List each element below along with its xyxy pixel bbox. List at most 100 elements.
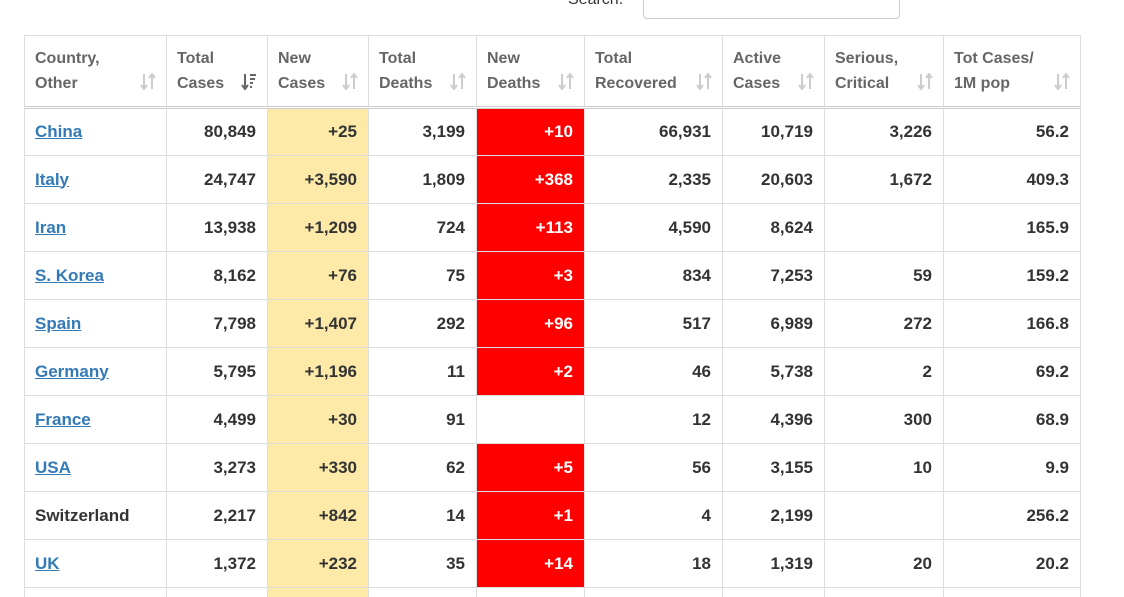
- cell: [267, 587, 369, 597]
- sort-icon[interactable]: [917, 73, 933, 91]
- column-header[interactable]: Tot Cases/1M pop: [943, 35, 1081, 109]
- sort-icon[interactable]: [140, 73, 156, 91]
- cell: +3,590: [267, 155, 369, 204]
- sort-icon[interactable]: [1054, 73, 1070, 91]
- header-text: 1M pop: [954, 75, 1010, 92]
- cell: 166.8: [943, 299, 1081, 348]
- cell-value: +113: [535, 217, 573, 237]
- cell: 20.2: [943, 539, 1081, 588]
- cell: 46: [584, 347, 723, 396]
- cell: USA: [24, 443, 167, 492]
- cell-value: +1,407: [304, 313, 357, 333]
- cell-value: 5,738: [770, 361, 813, 381]
- search-input[interactable]: [643, 0, 900, 19]
- table-row: Switzerland 2,217 +842 14 +1 4 2,199 256.2: [24, 491, 1081, 540]
- cell: +113: [476, 203, 585, 252]
- cell-value: 3,199: [422, 122, 465, 141]
- sort-icon[interactable]: [450, 73, 466, 91]
- cell-value: +1: [553, 505, 573, 525]
- sort-icon[interactable]: [798, 73, 814, 91]
- country-name: Switzerland: [35, 505, 130, 525]
- cell: +330: [267, 443, 369, 492]
- cell: Switzerland: [24, 491, 167, 540]
- cell: +1,407: [267, 299, 369, 348]
- cell: 517: [584, 299, 723, 348]
- header-text: Other: [35, 75, 78, 92]
- cell-value: +368: [534, 169, 573, 189]
- country-link[interactable]: France: [35, 409, 91, 429]
- cell-value: 1,809: [422, 169, 465, 189]
- cell-value: 24,747: [204, 169, 256, 189]
- cell: 1,372: [166, 539, 268, 588]
- cell: 20: [824, 539, 944, 588]
- cell-value: 12: [692, 409, 711, 429]
- country-link[interactable]: S. Korea: [35, 265, 104, 285]
- search-label: Search:: [568, 0, 623, 9]
- sort-icon[interactable]: [696, 73, 712, 91]
- country-link[interactable]: UK: [35, 553, 60, 573]
- cell-value: 4: [701, 505, 711, 525]
- column-header[interactable]: New Deaths: [476, 35, 585, 109]
- column-header[interactable]: Serious, Critical: [824, 35, 944, 109]
- cell: [24, 587, 167, 597]
- country-link[interactable]: Iran: [35, 217, 67, 237]
- cell-value: 46: [692, 361, 711, 381]
- cell: +10: [476, 107, 585, 156]
- country-link[interactable]: China: [35, 122, 83, 141]
- column-header[interactable]: Country, Other: [24, 35, 167, 109]
- cell-value: 2,199: [770, 505, 813, 525]
- cell: Italy: [24, 155, 167, 204]
- country-link[interactable]: Italy: [35, 169, 70, 189]
- cell: 2: [824, 347, 944, 396]
- column-header[interactable]: Total Recovered: [584, 35, 723, 109]
- cell: 62: [368, 443, 477, 492]
- cell: 4,590: [584, 203, 723, 252]
- cell: +30: [267, 395, 369, 444]
- cell-value: 292: [436, 313, 465, 333]
- table-row: China 80,849 +25 3,199 +10 66,931 10,719 3,226 5…: [24, 107, 1081, 156]
- cell-value: 5,795: [213, 361, 256, 381]
- country-link[interactable]: USA: [35, 457, 71, 477]
- cell: 35: [368, 539, 477, 588]
- table-row: S. Korea 8,162 +76 75 +3 834 7,253 59 159.2: [24, 251, 1081, 300]
- cell: +96: [476, 299, 585, 348]
- cell: France: [24, 395, 167, 444]
- column-header[interactable]: Total Cases: [166, 35, 268, 109]
- column-header[interactable]: New Cases: [267, 35, 369, 109]
- cell-value: +76: [328, 265, 357, 285]
- country-link[interactable]: Spain: [35, 313, 82, 333]
- header-text: Serious,: [835, 50, 899, 67]
- header-text: Total: [379, 50, 417, 67]
- column-header[interactable]: Total Deaths: [368, 35, 477, 109]
- cell-value: 56: [692, 457, 711, 477]
- cell: 66,931: [584, 107, 723, 156]
- table-body: China 80,849 +25 3,199 +10 66,931 10,719 3,226 5…: [24, 107, 1081, 597]
- cell-value: 8,624: [770, 217, 813, 237]
- country-link[interactable]: Germany: [35, 361, 109, 381]
- cell-value: 14: [446, 505, 465, 525]
- header-text: New: [487, 50, 520, 67]
- cell: 834: [584, 251, 723, 300]
- cell-value: 2: [922, 361, 932, 381]
- sort-icon[interactable]: [342, 73, 358, 91]
- column-header[interactable]: Active Cases: [722, 35, 825, 109]
- header-text: Tot Cases/: [954, 50, 1034, 67]
- cell: [476, 587, 585, 597]
- cell-value: 165.9: [1026, 217, 1069, 237]
- cell-value: 20,603: [761, 169, 813, 189]
- sort-icon[interactable]: [558, 73, 574, 91]
- cell-value: 69.2: [1035, 361, 1069, 381]
- cell: 12: [584, 395, 723, 444]
- cell: +76: [267, 251, 369, 300]
- cell-value: 6,989: [770, 313, 813, 333]
- cell-value: 1,372: [213, 553, 256, 573]
- cell-value: 10: [913, 457, 932, 477]
- cell-value: 91: [446, 409, 465, 429]
- cell: UK: [24, 539, 167, 588]
- cell: +2: [476, 347, 585, 396]
- sort-icon[interactable]: [241, 73, 257, 91]
- cell-value: 20.2: [1035, 553, 1069, 573]
- cell: [943, 587, 1081, 597]
- cell: Spain: [24, 299, 167, 348]
- cell-value: 300: [903, 409, 932, 429]
